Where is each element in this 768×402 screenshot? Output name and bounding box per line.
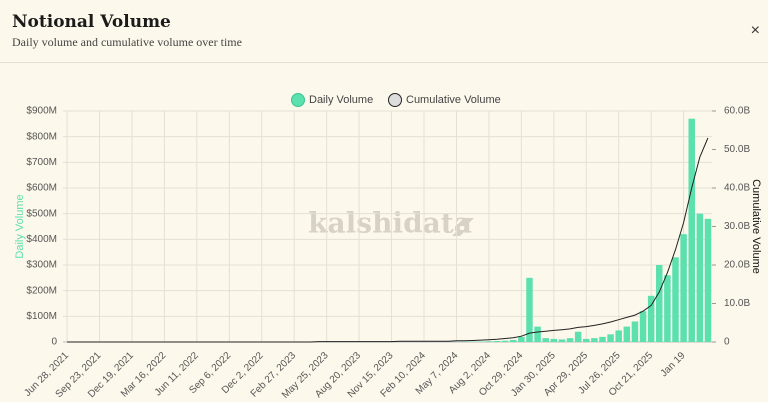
bar	[485, 341, 493, 342]
legend-label: Cumulative Volume	[406, 94, 501, 106]
y-tick-label: $600M	[26, 183, 57, 194]
bar	[542, 338, 549, 342]
header: Notional Volume Daily volume and cumulat…	[0, 0, 768, 63]
bar	[493, 340, 501, 342]
y-tick-label: $100M	[26, 311, 57, 322]
bar	[469, 341, 476, 342]
watermark-logo	[452, 218, 474, 236]
watermark: kalshidata	[308, 207, 472, 240]
bar	[680, 234, 687, 342]
bar	[583, 338, 590, 342]
y-axis-title: Daily Volume	[14, 194, 26, 258]
title: Notional Volume	[12, 12, 171, 32]
bar	[656, 265, 663, 342]
bar	[615, 330, 622, 342]
bar	[631, 321, 639, 342]
bar	[704, 218, 712, 342]
bar	[696, 213, 704, 342]
bar	[566, 338, 574, 342]
y2-tick-label: 0	[724, 337, 730, 348]
bar	[664, 275, 671, 342]
y-tick-label: $300M	[26, 260, 57, 271]
y2-tick-label: 40.0B	[724, 183, 750, 194]
bar	[518, 336, 525, 342]
subtitle: Daily volume and cumulative volume over …	[12, 35, 242, 49]
y2-tick-label: 30.0B	[724, 221, 750, 232]
y-tick-label: $400M	[26, 234, 57, 245]
y2-tick-label: 20.0B	[724, 260, 750, 271]
bar	[574, 331, 582, 342]
bar	[647, 295, 655, 342]
bar	[558, 339, 566, 342]
bar	[599, 336, 606, 342]
legend-marker	[388, 93, 402, 107]
bar	[623, 326, 631, 342]
x-tick-label: Jan 19	[659, 350, 688, 379]
legend-label: Daily Volume	[309, 94, 373, 106]
bar	[591, 338, 598, 342]
legend-marker	[291, 93, 305, 107]
bar	[639, 311, 647, 342]
y2-tick-label: 10.0B	[724, 298, 750, 309]
cumulative-line	[67, 137, 709, 343]
bar	[526, 277, 533, 342]
bar	[688, 118, 695, 342]
close-button[interactable]: ×	[750, 22, 760, 39]
bar	[501, 340, 509, 342]
bar	[477, 341, 485, 342]
y-tick-label: $700M	[26, 157, 57, 168]
y-tick-label: $900M	[26, 106, 57, 117]
y2-tick-label: 60.0B	[724, 106, 750, 117]
y-tick-label: 0	[51, 337, 57, 348]
bar	[607, 334, 614, 342]
y2-tick-label: 50.0B	[724, 144, 750, 155]
y-tick-label: $800M	[26, 131, 57, 142]
y2-axis-title: Cumulative Volume	[750, 179, 762, 274]
y-tick-label: $500M	[26, 208, 57, 219]
bar	[534, 326, 541, 342]
bar	[672, 257, 679, 342]
bar	[509, 339, 517, 342]
bar	[550, 338, 558, 342]
y-tick-label: $200M	[26, 285, 57, 296]
